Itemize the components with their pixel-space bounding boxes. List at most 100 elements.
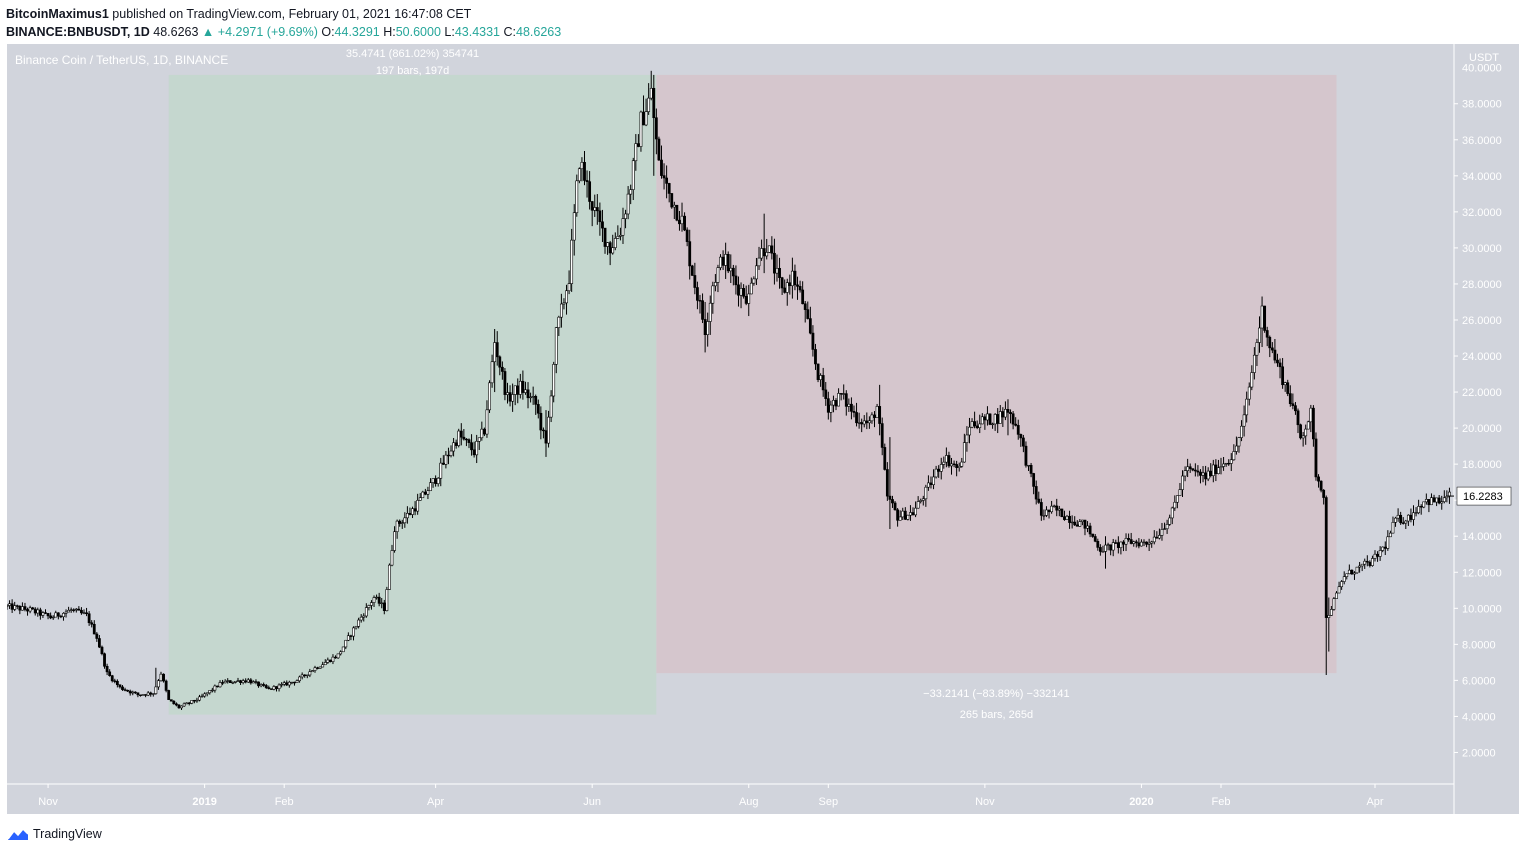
candle <box>488 380 491 413</box>
candle <box>539 406 543 440</box>
candle <box>313 665 317 673</box>
candle <box>405 506 409 524</box>
candle-body <box>1299 424 1302 439</box>
candle <box>362 613 366 622</box>
candle-body <box>1168 517 1172 525</box>
candle-body <box>1116 542 1120 548</box>
candle-body <box>1363 560 1367 565</box>
candle-body <box>390 550 394 566</box>
candle-body <box>788 282 792 287</box>
candle-body <box>534 396 538 405</box>
candle <box>1273 339 1277 364</box>
candle-body <box>1152 536 1156 543</box>
currency-label: USDT <box>1469 52 1499 64</box>
candle <box>888 437 892 530</box>
candle <box>1414 507 1418 517</box>
candle-body <box>565 290 568 304</box>
published-text: published on TradingView.com, February 0… <box>112 7 472 21</box>
candle <box>980 413 984 425</box>
candle <box>72 608 76 613</box>
candle-body <box>965 434 969 443</box>
candle <box>280 682 284 688</box>
candle-body <box>388 564 391 590</box>
candle <box>1178 482 1182 496</box>
candle-body <box>873 414 876 418</box>
candle-body <box>51 616 55 619</box>
candle-body <box>146 692 150 696</box>
candle-body <box>885 469 889 497</box>
author-name[interactable]: BitcoinMaximus1 <box>6 7 109 21</box>
footer-brand[interactable]: TradingView <box>33 827 102 841</box>
candle <box>511 383 515 412</box>
candle <box>249 678 253 685</box>
candle <box>1270 342 1274 354</box>
candle <box>1347 564 1351 575</box>
candle-body <box>1122 541 1125 545</box>
candle <box>880 417 884 456</box>
candle-body <box>1263 305 1267 331</box>
candle-body <box>567 283 571 292</box>
candle <box>1240 420 1243 442</box>
candle <box>1252 347 1256 380</box>
candle-body <box>1373 553 1377 559</box>
candle <box>595 194 599 225</box>
candle-body <box>1437 497 1441 504</box>
candle <box>942 456 946 469</box>
candle <box>1430 493 1433 506</box>
long-position-zone[interactable] <box>168 74 657 715</box>
candle-body <box>962 442 966 463</box>
short-position-zone[interactable] <box>656 74 1337 674</box>
candle <box>154 667 158 695</box>
up-arrow-icon: ▲ <box>201 25 215 39</box>
candle-body <box>1163 528 1166 530</box>
candle-body <box>875 406 879 418</box>
candle-body <box>210 689 214 692</box>
candle-body <box>462 436 466 440</box>
candle-body <box>860 422 864 425</box>
candle-body <box>334 656 337 659</box>
candle-body <box>7 605 9 607</box>
footer: TradingView <box>7 824 102 844</box>
candlestick-series <box>7 70 1451 710</box>
time-axis[interactable]: Nov 2019 Feb Apr Jun Aug Sep Nov 2020 Feb Apr <box>38 784 1384 808</box>
candle <box>1442 490 1446 504</box>
candle <box>1306 420 1310 430</box>
candle <box>1140 539 1143 547</box>
candle <box>231 681 235 685</box>
candle <box>711 281 715 314</box>
candle-body <box>1098 547 1102 552</box>
candle-body <box>790 270 794 287</box>
price-tick-label: 8.0000 <box>1462 639 1496 651</box>
candle-body <box>701 300 704 320</box>
candle <box>973 411 977 429</box>
candle-body <box>542 429 545 432</box>
candle <box>862 415 866 428</box>
candle-body <box>103 653 106 667</box>
candle-body <box>1034 486 1038 500</box>
candle-body <box>97 638 101 648</box>
candle-body <box>991 423 994 426</box>
chart-frame[interactable]: 35.4741 (861.02%) 354741 197 bars, 197d −3… <box>7 44 1519 814</box>
candle-body <box>280 683 284 686</box>
candle-body <box>980 416 984 425</box>
candle-body <box>1073 521 1077 526</box>
candle <box>590 201 594 227</box>
candle <box>1098 544 1102 556</box>
candle-body <box>36 609 40 614</box>
candle <box>608 240 612 266</box>
price-chart[interactable]: 35.4741 (861.02%) 354741 197 bars, 197d −3… <box>7 44 1519 814</box>
candle-body <box>801 289 805 305</box>
price-axis[interactable]: 40.0000 2.0000 4.0000 6.0000 8.0000 10.0000 12… <box>1454 63 1502 760</box>
candle-body <box>1222 463 1225 467</box>
candle-body <box>1214 464 1218 474</box>
candle <box>418 493 422 501</box>
candle-body <box>500 366 504 372</box>
candle-body <box>480 428 484 439</box>
candle <box>234 681 237 684</box>
close-value: 48.6263 <box>516 25 562 39</box>
candle-body <box>685 229 689 242</box>
candle <box>1091 533 1095 538</box>
time-tick-label: 2019 <box>192 796 216 808</box>
candle-body <box>729 267 733 272</box>
candle-body <box>1417 506 1421 514</box>
